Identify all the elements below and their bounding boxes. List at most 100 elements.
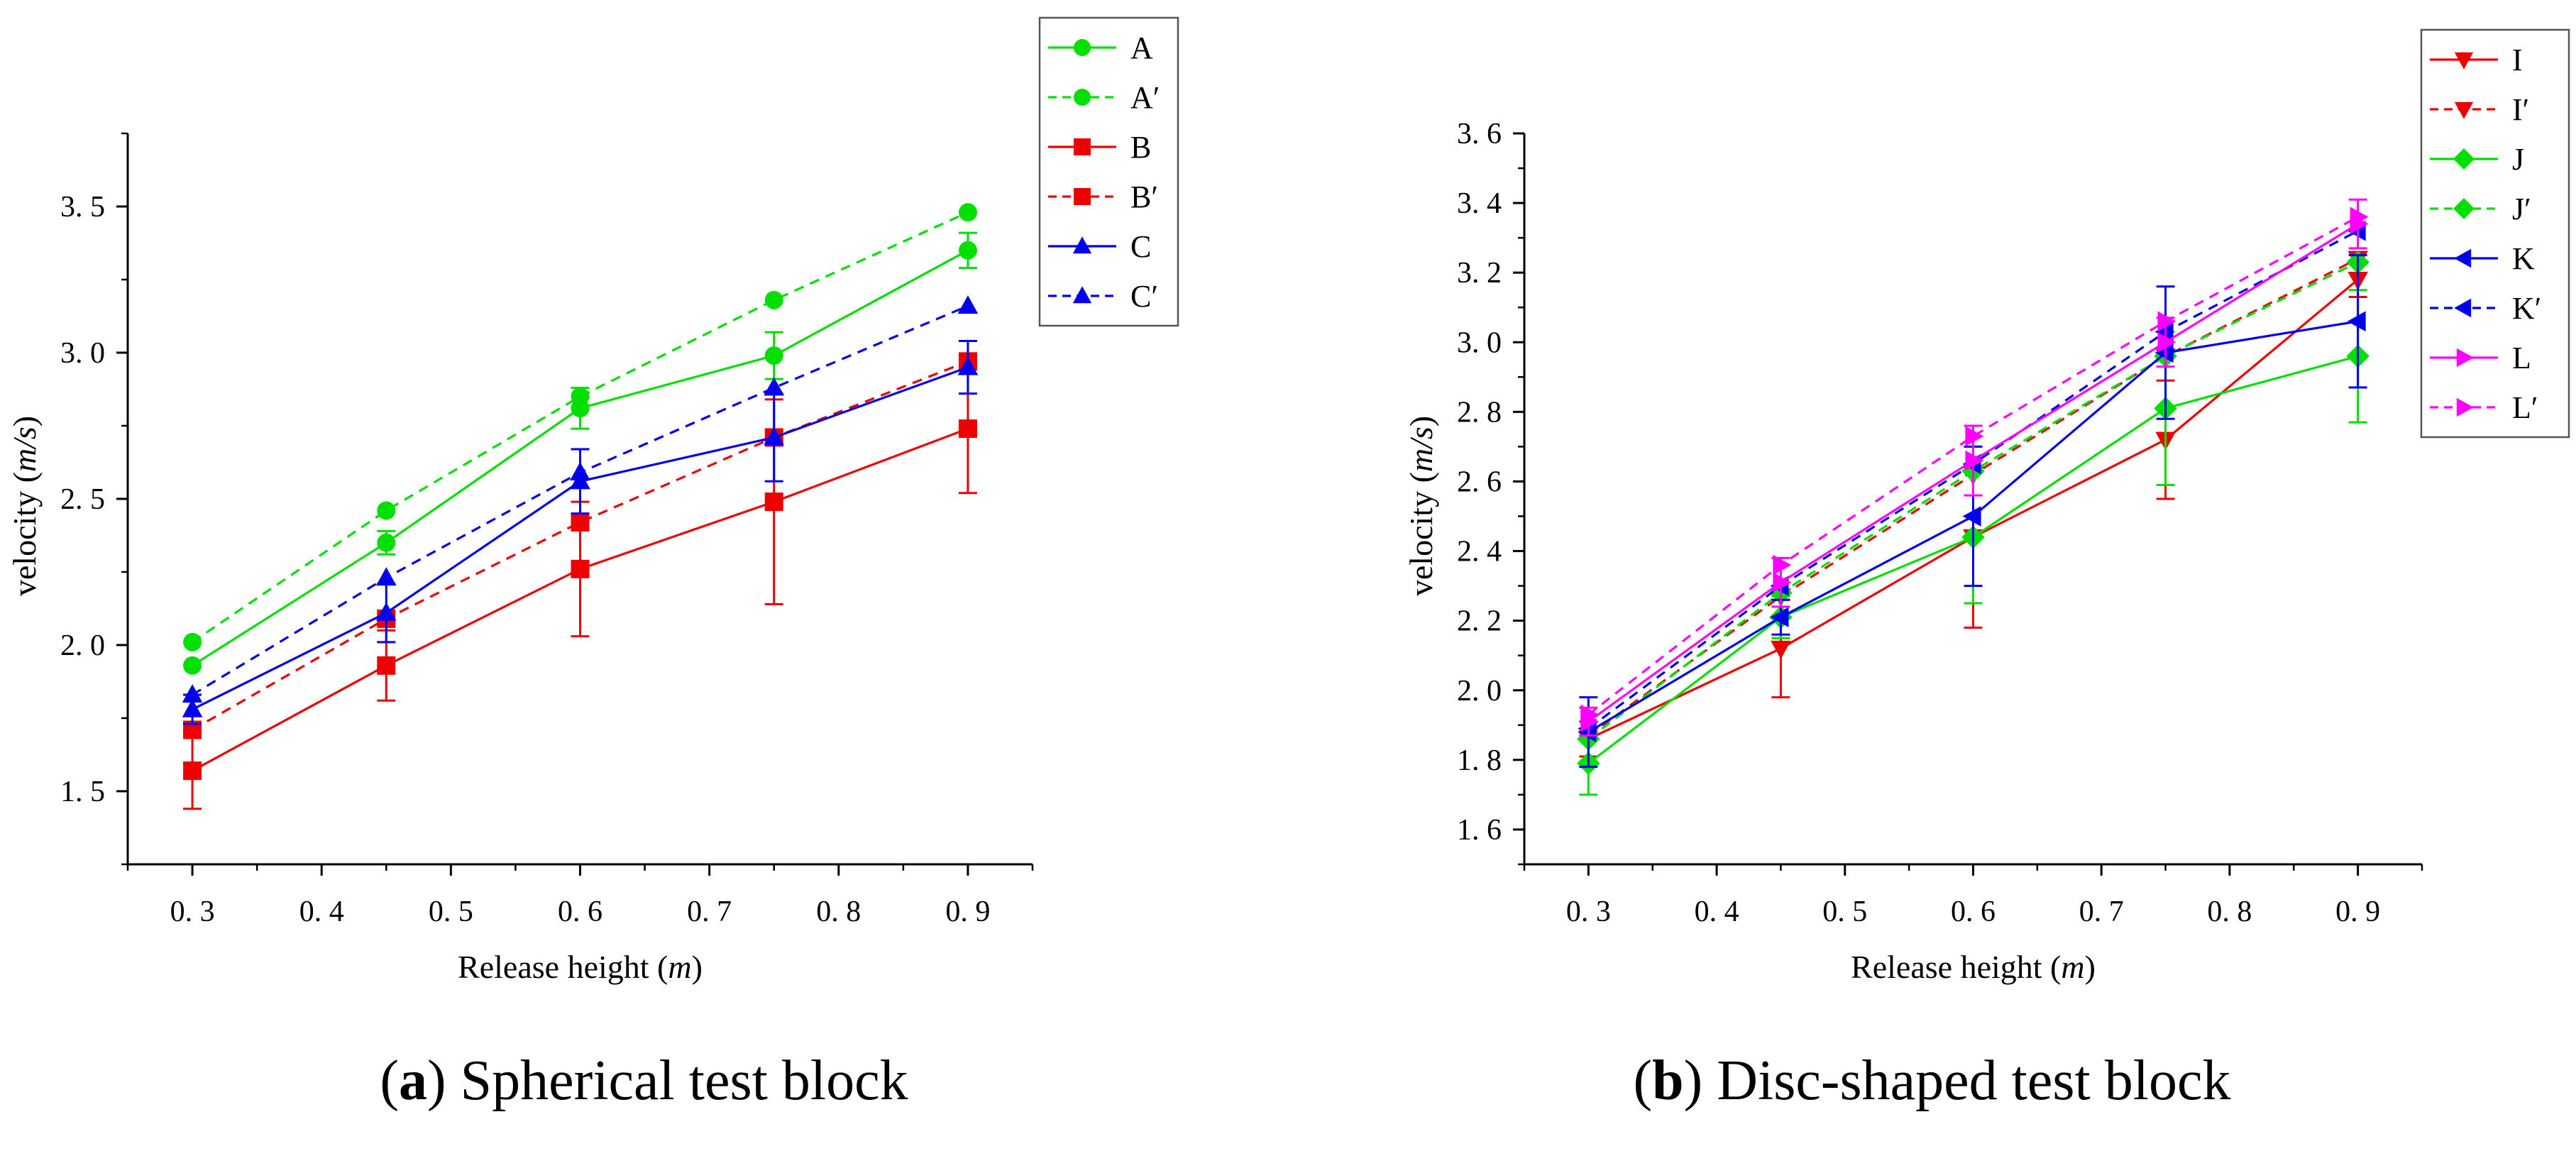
panel-b-data-point (2154, 342, 2174, 363)
panel-a-data-point (182, 698, 203, 717)
panel-a-y-tick-label: 2. 0 (60, 629, 105, 662)
panel-a-legend-label: C (1130, 229, 1151, 264)
panel-a-data-point (183, 632, 202, 651)
panel-a-legend-label: B (1130, 130, 1151, 165)
panel-b-y-axis-title: velocity (m/s) (1403, 416, 1439, 596)
panel-b-legend-box (2420, 28, 2570, 439)
panel-b-data-point (2157, 331, 2176, 353)
panel-b-data-point (1965, 426, 1984, 447)
panel-a-y-tick-label: 2. 5 (60, 483, 105, 516)
panel-b-series-5 (1578, 254, 2367, 769)
caption-b: (b) Disc-shaped test block (1633, 1050, 2231, 1112)
panel-b-legend-marker (2453, 148, 2475, 170)
panel-b-y-axis-title-unit: m/s (1403, 426, 1439, 472)
panel-b-legend-marker (2456, 397, 2474, 417)
panel-a-legend-box (1038, 16, 1179, 327)
panel-a-data-point (571, 387, 590, 406)
panel-b-y-tick-label: 2. 6 (1457, 466, 1502, 498)
panel-b-legend-label: K′ (2512, 291, 2541, 326)
panel-a-y-axis-title-unit: m/s (6, 426, 43, 472)
panel-a-y-axis-title-text: velocity ( (6, 472, 43, 596)
panel-b-data-point (1770, 607, 1789, 628)
caption-a: (a) Spherical test block (380, 1050, 908, 1112)
panel-b-x-tick-label: 0. 8 (2207, 896, 2252, 928)
panel-a-data-point (183, 720, 202, 739)
panel-b-legend-label: L′ (2512, 390, 2538, 425)
panel-a-data-point (571, 512, 590, 532)
panel-a: 0. 3 0. 4 0. 5 0. 6 0. 7 0. 8 0. 9 1. 5 2. 0 2. 5… (6, 16, 1179, 985)
panel-a-series-3 (183, 363, 977, 810)
panel-a-data-point (182, 684, 203, 703)
panel-a-data-point (958, 419, 977, 439)
panel-a-x-tick-label: 0. 7 (687, 896, 732, 928)
panel-b-x-axis-title-text: Release height ( (1851, 949, 2061, 985)
panel-a-legend-marker (1072, 286, 1092, 304)
caption-b-text: Disc-shaped test block (1717, 1050, 2231, 1112)
panel-a-legend-marker (1074, 39, 1091, 56)
panel-b-x-axis-title-close: ) (2085, 949, 2096, 985)
panel-a-x-axis-title-close: ) (692, 949, 703, 985)
panel-a-data-point (764, 492, 783, 512)
panel-b-y-tick-label: 3. 6 (1457, 118, 1502, 150)
panel-a-x-axis-title-text: Release height ( (458, 949, 668, 985)
panel-a-data-point (570, 461, 590, 480)
panel-b-data-point (1773, 554, 1792, 576)
panel-a-y-tick-label: 3. 0 (60, 337, 105, 370)
panel-b-x-tick-label: 0. 9 (2335, 896, 2380, 928)
panel-a-x-tick-label: 0. 9 (945, 896, 990, 928)
panel-b-data-point (2154, 321, 2174, 342)
panel-a-legend-marker (1074, 188, 1091, 205)
panel-a-data-point (764, 346, 783, 365)
panel-a-legend-marker (1074, 89, 1091, 106)
panel-a-series-2 (183, 203, 977, 651)
panel-b-data-point (1965, 450, 1984, 471)
caption-a-letter: a (399, 1050, 428, 1112)
panel-a-series-line (192, 211, 969, 644)
panel-a-y-axis-title: velocity (m/s) (6, 416, 43, 596)
panel-b-y-tick-label: 2. 4 (1457, 536, 1502, 568)
panel-b-x-tick-label: 0. 4 (1695, 896, 1739, 928)
panel-a-data-point (183, 761, 202, 781)
panel-a-legend-label: B′ (1130, 180, 1158, 214)
panel-a-data-point (375, 567, 397, 586)
panel-a-data-point (957, 356, 979, 375)
panel-b-x-tick-label: 0. 3 (1566, 896, 1611, 928)
panel-a-data-point (958, 203, 977, 222)
panel-a-data-point (958, 241, 977, 260)
panel-b-data-point (1771, 640, 1791, 659)
panel-b-legend-label: I (2512, 43, 2523, 77)
panel-b-data-point (2347, 311, 2366, 332)
panel-b-data-point (1962, 506, 1981, 527)
panel-a-x-axis-title: Release height (m) (458, 949, 703, 985)
panel-a-x-tick-label: 0. 3 (170, 896, 215, 928)
panel-b-legend-marker (2453, 198, 2475, 219)
panel-a-data-point (377, 656, 396, 675)
panel-a-data-point (375, 602, 397, 621)
panel-a-legend-marker (1072, 236, 1092, 254)
panel-b-data-point (2157, 311, 2176, 332)
panel-a-legend-label: A (1130, 31, 1153, 65)
panel-b-x-axis-title-unit: m (2061, 949, 2084, 985)
panel-b-series-line (1587, 216, 2359, 716)
panel-b-y-axis-title-text: velocity ( (1403, 472, 1439, 596)
panel-b-legend-marker (2454, 101, 2474, 119)
panel-b-x-tick-label: 0. 7 (2079, 896, 2124, 928)
panel-b-series-8 (1580, 206, 2369, 725)
panel-a-y-axis-title-close: ) (6, 416, 43, 426)
panel-b-y-tick-label: 2. 0 (1457, 675, 1502, 707)
panel-b-x-axis-title: Release height (m) (1851, 949, 2096, 985)
panel-a-series-6 (182, 295, 979, 703)
panel-b-legend-marker (2456, 348, 2474, 368)
panel-a-y-tick-label: 1. 5 (60, 776, 105, 808)
panel-b-y-tick-label: 2. 8 (1457, 396, 1502, 429)
panel-b-y-axis-title-close: ) (1403, 416, 1439, 426)
panel-a-data-point (571, 559, 590, 578)
panel-b-legend-marker (2454, 298, 2472, 318)
panel-a-data-point (377, 501, 396, 520)
panel-b-legend-marker (2454, 52, 2474, 70)
panel-b-x-tick-label: 0. 5 (1822, 896, 1867, 928)
panel-b-y-tick-label: 2. 2 (1457, 605, 1502, 638)
panel-b-y-tick-label: 1. 8 (1457, 744, 1502, 777)
panel-a-legend-marker (1074, 138, 1091, 155)
